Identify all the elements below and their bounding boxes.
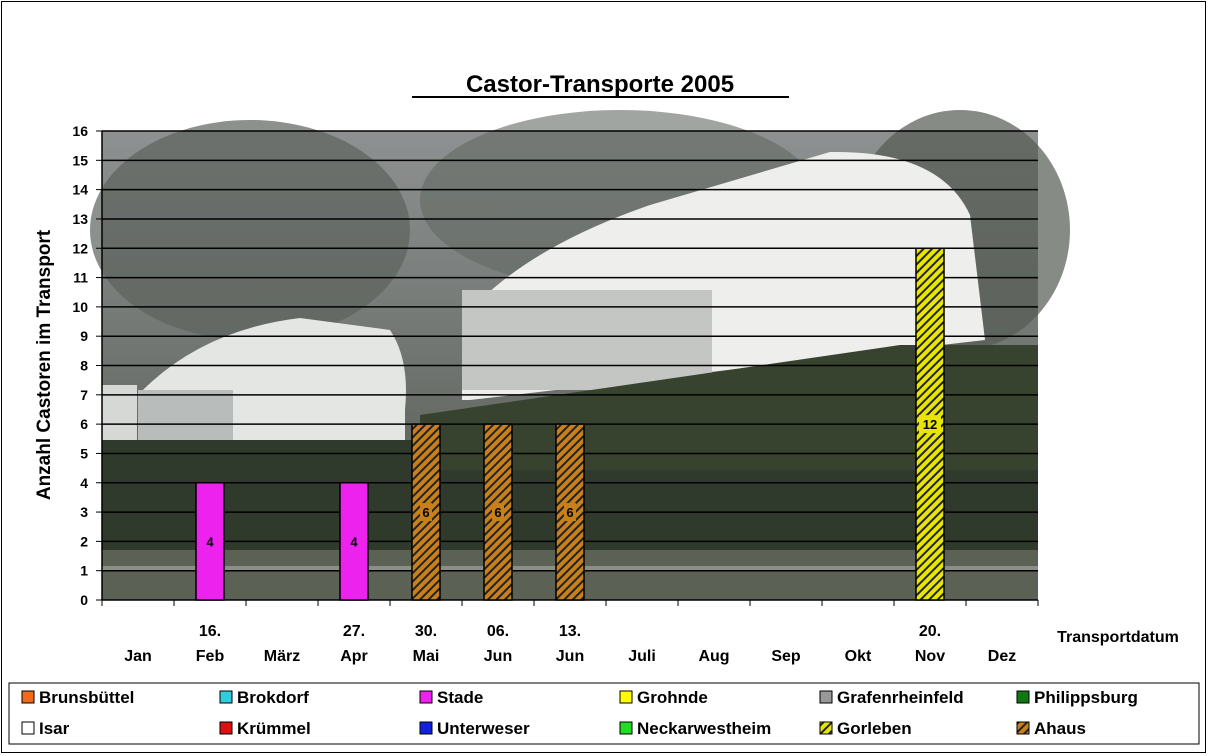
y-tick-label: 1 [80, 563, 88, 579]
x-tick-label-day: 30. [415, 623, 437, 640]
x-tick-label-month: Dez [988, 648, 1016, 665]
data-label: 4 [350, 534, 358, 549]
legend-label: Stade [437, 688, 483, 707]
bar [195, 482, 225, 601]
x-tick-label-month: Sep [771, 648, 801, 665]
plot-background-photo [90, 110, 1070, 600]
x-tick-label-month: Jun [556, 648, 584, 665]
y-tick-label: 6 [80, 416, 88, 432]
y-tick-label: 10 [72, 299, 88, 315]
bars: 4 4 6 6 6 12 [195, 247, 945, 601]
data-label: 4 [206, 534, 214, 549]
x-tick-label-month: Juli [628, 648, 656, 665]
x-tick-label-day: 06. [487, 623, 509, 640]
x-tick-label-day: 20. [919, 623, 941, 640]
legend-label: Neckarwestheim [637, 719, 771, 738]
legend-label: Grafenrheinfeld [837, 688, 964, 707]
legend-swatch [619, 721, 633, 735]
chart-title: Castor-Transporte 2005 [466, 71, 734, 98]
x-tick-label-month: Aug [698, 648, 729, 665]
x-tick-label-month: Nov [915, 648, 945, 665]
y-tick-label: 3 [80, 504, 88, 520]
x-tick-label-day: 16. [199, 623, 221, 640]
legend-label: Philippsburg [1034, 688, 1138, 707]
y-axis-title: Anzahl Castoren im Transport [34, 229, 55, 500]
data-label-background [492, 503, 504, 522]
y-tick-label: 0 [80, 592, 88, 608]
legend-swatch [219, 721, 233, 735]
x-tick-label-day: 13. [559, 623, 581, 640]
x-tick-label-month: Apr [340, 648, 368, 665]
legend-label: Ahaus [1034, 719, 1086, 738]
x-tick-label-month: Jan [124, 648, 152, 665]
data-label-background [919, 415, 941, 434]
x-axis-title: Transportdatum [1057, 629, 1179, 646]
legend-swatch [819, 721, 833, 735]
y-tick-label: 16 [72, 123, 88, 139]
legend-label: Gorleben [837, 719, 912, 738]
data-label-background [420, 503, 432, 522]
bar [339, 482, 369, 601]
y-tick-label: 11 [73, 270, 88, 286]
y-tick-label: 8 [80, 358, 88, 374]
x-tick-label-month: Mai [413, 648, 440, 665]
legend-swatch [21, 721, 35, 735]
legend-swatch [21, 690, 35, 704]
legend-swatch [419, 690, 433, 704]
legend-box [8, 682, 1200, 745]
y-tick-label: 7 [80, 387, 88, 403]
legend-swatch [219, 690, 233, 704]
x-axis-labels: Jan 16. Feb März 27. Apr 30. Mai 06. Jun 13. Jun Jul… [124, 623, 1016, 665]
legend-swatch [419, 721, 433, 735]
x-tick-label-day: 27. [343, 623, 365, 640]
data-label: 6 [494, 505, 501, 520]
legend-swatch [1016, 721, 1030, 735]
y-tick-label: 5 [80, 445, 88, 461]
legend: Brunsbüttel Brokdorf Stade Grohnde Grafenrhe… [21, 688, 1138, 738]
legend-label: Grohnde [637, 688, 708, 707]
legend-swatch [619, 690, 633, 704]
legend-label: Isar [39, 719, 70, 738]
legend-label: Unterweser [437, 719, 530, 738]
legend-swatch [1016, 690, 1030, 704]
x-tick-label-month: März [264, 648, 300, 665]
legend-label: Brokdorf [237, 688, 309, 707]
legend-label: Krümmel [237, 719, 311, 738]
data-label: 6 [422, 505, 429, 520]
legend-label: Brunsbüttel [39, 688, 134, 707]
x-tick-label-month: Feb [196, 648, 225, 665]
y-tick-label: 14 [72, 182, 88, 198]
data-label: 6 [566, 505, 573, 520]
y-tick-label: 15 [72, 152, 88, 168]
legend-swatch [819, 690, 833, 704]
x-tick-label-month: Okt [845, 648, 872, 665]
y-tick-label: 13 [72, 211, 88, 227]
y-tick-label: 4 [80, 475, 88, 491]
data-label: 12 [923, 417, 937, 432]
y-tick-label: 9 [80, 328, 88, 344]
data-label-background [564, 503, 576, 522]
x-tick-label-month: Jun [484, 648, 512, 665]
y-tick-label: 2 [80, 533, 88, 549]
y-tick-label: 12 [72, 240, 88, 256]
